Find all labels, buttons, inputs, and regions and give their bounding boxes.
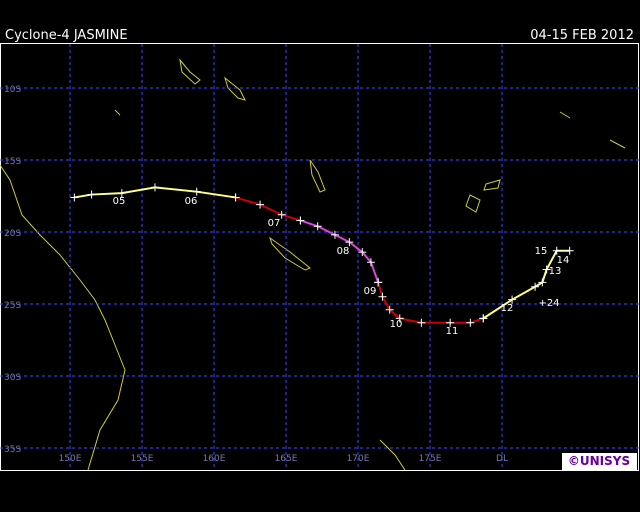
track-point <box>87 190 96 199</box>
day-label: 15 <box>535 246 548 257</box>
lat-label: 10S <box>4 85 21 95</box>
day-label: 09 <box>364 286 377 297</box>
day-label: 13 <box>549 266 562 277</box>
lon-label: 175E <box>419 454 442 464</box>
day-label: 12 <box>501 303 514 314</box>
title: Cyclone-4 JASMINE <box>5 28 128 43</box>
track-point <box>531 282 540 291</box>
lon-label: 160E <box>203 454 226 464</box>
lat-label: 35S <box>4 445 21 455</box>
day-label: +24 <box>538 298 559 309</box>
track-point <box>542 265 551 274</box>
credit-box <box>562 453 637 470</box>
track-point <box>192 187 201 196</box>
track-point <box>417 318 426 327</box>
track-point <box>70 193 79 202</box>
track-point <box>358 248 367 257</box>
lon-label: 155E <box>131 454 154 464</box>
credit: ©UNISYS <box>568 454 630 468</box>
track-point <box>446 318 455 327</box>
track-point <box>552 246 561 255</box>
track-point <box>385 305 394 314</box>
track-point <box>296 216 305 225</box>
lat-label: 25S <box>4 301 21 311</box>
track-point <box>366 258 375 267</box>
lat-label: 20S <box>4 229 21 239</box>
lat-label: 15S <box>4 157 21 167</box>
lat-label: 30S <box>4 373 21 383</box>
track-point <box>231 193 240 202</box>
track <box>235 196 301 222</box>
lon-label: 150E <box>59 454 82 464</box>
track-point <box>466 318 475 327</box>
track-point <box>313 222 322 231</box>
day-label: 14 <box>557 255 570 266</box>
track-point <box>256 200 265 209</box>
track-point <box>150 183 159 192</box>
day-label: 07 <box>268 218 281 229</box>
dates: 04-15 FEB 2012 <box>530 28 634 43</box>
day-label: 08 <box>337 246 350 257</box>
track-point <box>565 246 574 255</box>
day-label: 11 <box>446 326 459 337</box>
day-label: 05 <box>113 196 126 207</box>
lon-label: DL <box>496 454 508 464</box>
track-point <box>479 314 488 323</box>
track-point <box>508 295 517 304</box>
track-point <box>374 278 383 287</box>
coastlines <box>0 58 626 471</box>
lon-label: 170E <box>347 454 370 464</box>
track-point <box>330 230 339 239</box>
track-point <box>395 314 404 323</box>
day-label: 10 <box>390 319 403 330</box>
track-point <box>117 189 126 198</box>
track-point <box>378 292 387 301</box>
track-point <box>345 238 354 247</box>
lon-label: 165E <box>275 454 298 464</box>
frame <box>0 43 639 471</box>
track-point <box>538 278 547 287</box>
day-label: 06 <box>185 196 198 207</box>
track-point <box>277 210 286 219</box>
